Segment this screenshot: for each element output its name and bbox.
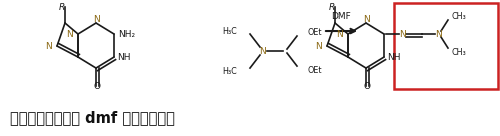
Text: N: N [362,15,370,24]
Text: N: N [316,41,322,51]
Text: N: N [336,30,343,38]
Text: OEt: OEt [307,27,322,37]
Text: N: N [434,30,442,38]
Text: N: N [45,41,52,51]
Text: H₃C: H₃C [222,27,237,35]
Text: CH₃: CH₃ [451,12,466,21]
Text: NH: NH [387,53,400,62]
Text: H₃C: H₃C [222,67,237,76]
Text: CH₃: CH₃ [451,48,466,57]
Text: NH: NH [117,53,130,62]
Text: NH₂: NH₂ [118,30,135,38]
Text: N: N [92,15,100,24]
Text: O: O [94,82,100,91]
Text: R: R [329,3,335,12]
Text: O: O [364,82,370,91]
Text: N: N [398,30,406,38]
Text: 図４．グアニンの dmf 基による保護: 図４．グアニンの dmf 基による保護 [10,110,175,125]
Text: DMF: DMF [332,12,351,21]
Text: R: R [59,3,65,12]
Text: OEt: OEt [307,66,322,75]
Text: N: N [66,30,73,38]
Text: N: N [260,47,266,55]
